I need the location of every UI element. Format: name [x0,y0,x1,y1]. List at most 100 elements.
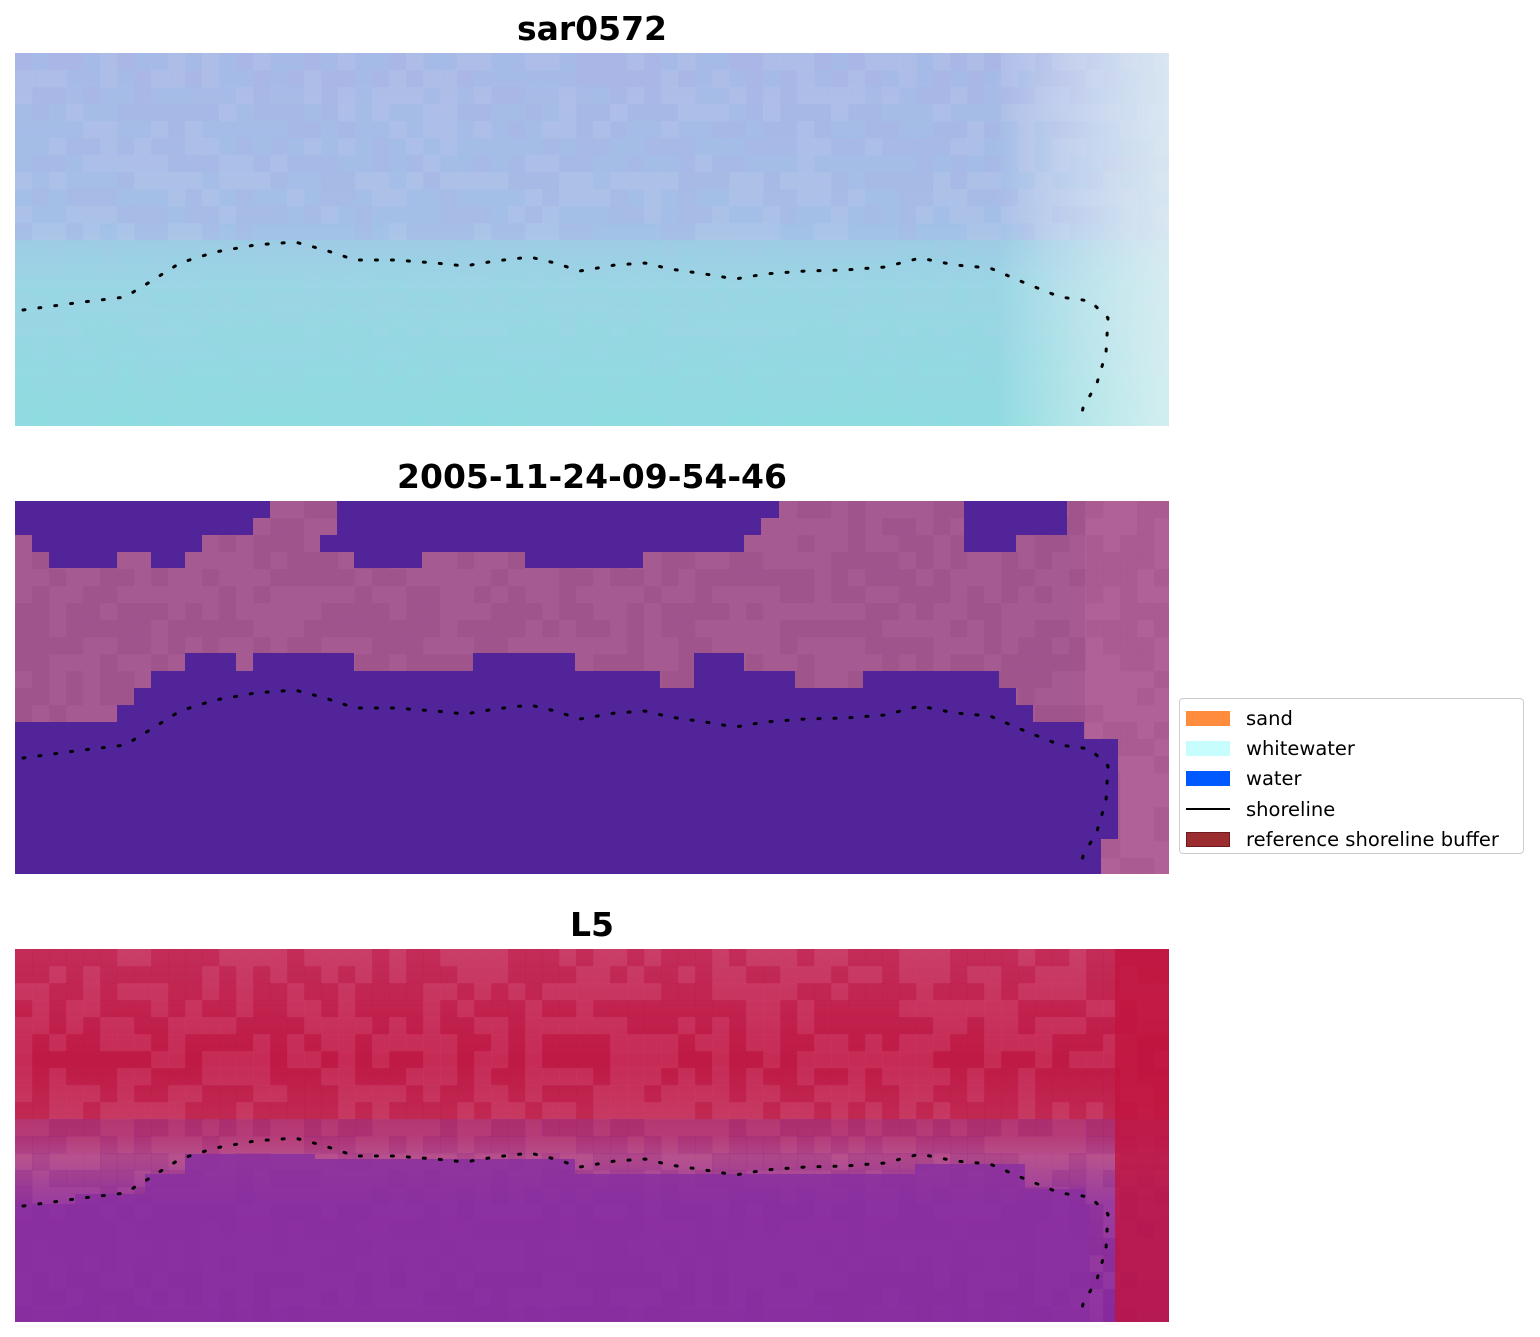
pixel-block [100,949,118,967]
pixel-block [1120,841,1138,859]
pixel-block [151,1051,169,1069]
pixel-block [576,569,594,587]
pixel-block [967,949,985,967]
pixel-block [49,688,67,706]
water-region-top-right [964,501,1067,552]
pixel-block [797,1085,815,1103]
pixel-block [270,966,288,984]
pixel-block [1001,603,1019,621]
pixel-block [1069,1170,1087,1188]
pixel-block [338,569,356,587]
pixel-block [440,552,458,570]
pixel-block [389,603,407,621]
pixel-block [457,1102,475,1120]
pixel-block [950,603,968,621]
pixel-block [1001,1136,1019,1154]
pixel-block [168,654,186,672]
pixel-block [15,637,33,655]
pixel-block [627,569,645,587]
pixel-block [814,535,832,553]
pixel-block [933,654,951,672]
pixel-block [576,1102,594,1120]
pixel-block [236,569,254,587]
pixel-block [967,603,985,621]
pixel-block [1103,501,1121,519]
pixel-block [1018,654,1036,672]
pixel-block [899,1119,917,1137]
pixel-block [967,620,985,638]
pixel-block [576,603,594,621]
pixel-block [644,569,662,587]
pixel-block [134,1051,152,1069]
pixel-block [117,983,135,1001]
pixel-block [100,637,118,655]
pixel-block [1035,983,1053,1001]
pixel-block [321,983,339,1001]
pixel-block [542,1017,560,1035]
pixel-block [168,569,186,587]
pixel-block [49,1153,67,1171]
pixel-block [848,569,866,587]
pixel-block [950,983,968,1001]
pixel-block [644,1068,662,1086]
pixel-block [15,983,33,1001]
pixel-block [848,949,866,967]
pixel-block [627,637,645,655]
pixel-block [270,586,288,604]
pixel-block [950,1051,968,1069]
pixel-block [967,586,985,604]
pixel-block [66,705,84,723]
pixel-block [1001,949,1019,967]
pixel-block [882,620,900,638]
pixel-block [916,983,934,1001]
pixel-block [1120,722,1138,740]
pixel-block [780,501,798,519]
pixel-block [168,1102,186,1120]
pixel-block [185,569,203,587]
pixel-block [117,1051,135,1069]
pixel-block [678,1102,696,1120]
pixel-block [1103,722,1121,740]
pixel-block [83,1034,101,1052]
pixel-block [1086,1289,1104,1307]
pixel-block [134,966,152,984]
pixel-block [1086,501,1104,519]
pixel-block [1069,688,1087,706]
pixel-block [202,1000,220,1018]
pixel-block [797,654,815,672]
pixel-block [49,1119,67,1137]
pixel-block [1103,535,1121,553]
pixel-block [831,1085,849,1103]
pixel-block [678,671,696,689]
pixel-block [780,1119,798,1137]
pixel-block [712,620,730,638]
pixel-block [304,569,322,587]
pixel-block [746,620,764,638]
pixel-block [542,1136,560,1154]
pixel-block [780,1017,798,1035]
pixel-block [389,966,407,984]
pixel-block [253,569,271,587]
pixel-block [899,501,917,519]
pixel-block [933,983,951,1001]
pixel-block [627,1017,645,1035]
pixel-block [270,620,288,638]
pixel-block [117,1017,135,1035]
pixel-block [576,586,594,604]
pixel-block [83,1085,101,1103]
pixel-block [1069,1102,1087,1120]
pixel-block [1035,620,1053,638]
pixel-block [882,983,900,1001]
pixel-block [780,1153,798,1171]
pixel-block [219,1051,237,1069]
pixel-block [134,1000,152,1018]
pixel-block [1035,1051,1053,1069]
pixel-block [763,1136,781,1154]
pixel-block [950,1034,968,1052]
pixel-block [406,1102,424,1120]
pixel-block [678,949,696,967]
pixel-block [814,949,832,967]
pixel-block [1001,1000,1019,1018]
pixel-block [304,535,322,553]
pixel-block [185,552,203,570]
